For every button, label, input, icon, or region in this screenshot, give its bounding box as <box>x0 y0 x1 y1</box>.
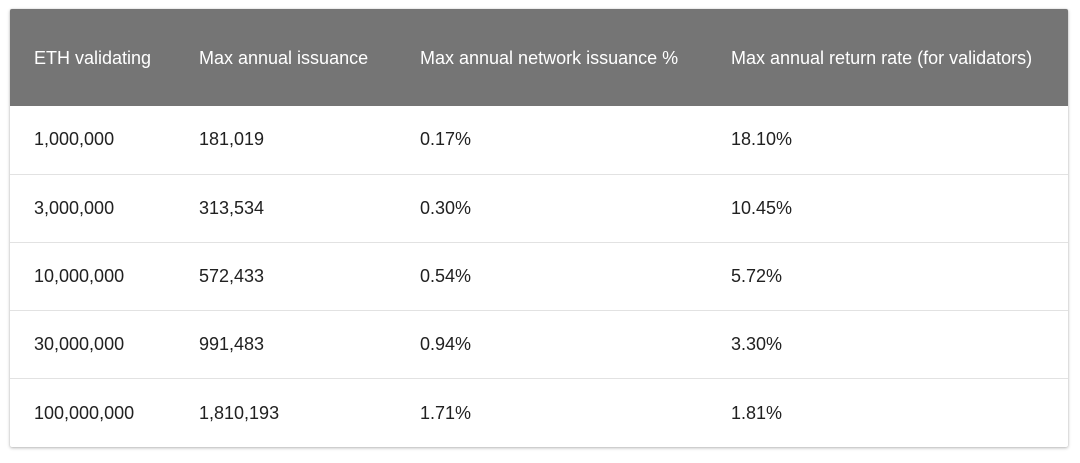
cell-eth-validating: 10,000,000 <box>34 265 125 286</box>
table-row: 30,000,000 991,483 0.94% 3.30% <box>10 310 1068 379</box>
cell-eth-validating: 3,000,000 <box>34 197 115 218</box>
cell-max-annual-issuance: 313,534 <box>199 197 265 218</box>
cell-eth-validating: 100,000,000 <box>34 402 135 423</box>
cell-max-annual-issuance: 572,433 <box>199 265 265 286</box>
table-row: 3,000,000 313,534 0.30% 10.45% <box>10 174 1068 242</box>
table-row: 1,000,000 181,019 0.17% 18.10% <box>10 106 1068 174</box>
cell-max-annual-issuance: 181,019 <box>199 129 265 150</box>
cell-return-rate: 10.45% <box>731 197 793 218</box>
cell-network-issuance-percent: 0.54% <box>420 265 472 286</box>
table-row: 100,000,000 1,810,193 1.71% 1.81% <box>10 378 1068 447</box>
cell-network-issuance-percent: 1.71% <box>420 402 472 423</box>
header-max-network-issuance-percent: Max annual network issuance % <box>420 47 679 68</box>
table-row: 10,000,000 572,433 0.54% 5.72% <box>10 242 1068 310</box>
header-max-annual-issuance: Max annual issuance <box>199 47 369 68</box>
issuance-table-card: ETH validating Max annual issuance Max a… <box>10 9 1068 447</box>
table-body: 1,000,000 181,019 0.17% 18.10% 3,000,000… <box>10 106 1068 447</box>
cell-max-annual-issuance: 1,810,193 <box>199 402 280 423</box>
header-eth-validating: ETH validating <box>34 47 152 68</box>
issuance-table: ETH validating Max annual issuance Max a… <box>10 9 1068 447</box>
cell-max-annual-issuance: 991,483 <box>199 334 265 355</box>
header-row: ETH validating Max annual issuance Max a… <box>10 9 1068 106</box>
cell-eth-validating: 1,000,000 <box>34 129 115 150</box>
cell-network-issuance-percent: 0.94% <box>420 334 472 355</box>
cell-return-rate: 18.10% <box>731 129 793 150</box>
table-header: ETH validating Max annual issuance Max a… <box>10 9 1068 106</box>
header-max-return-rate: Max annual return rate (for validators) <box>731 47 1033 68</box>
cell-network-issuance-percent: 0.17% <box>420 129 472 150</box>
cell-return-rate: 5.72% <box>731 265 783 286</box>
cell-return-rate: 1.81% <box>731 402 783 423</box>
cell-network-issuance-percent: 0.30% <box>420 197 472 218</box>
cell-return-rate: 3.30% <box>731 334 783 355</box>
cell-eth-validating: 30,000,000 <box>34 334 125 355</box>
